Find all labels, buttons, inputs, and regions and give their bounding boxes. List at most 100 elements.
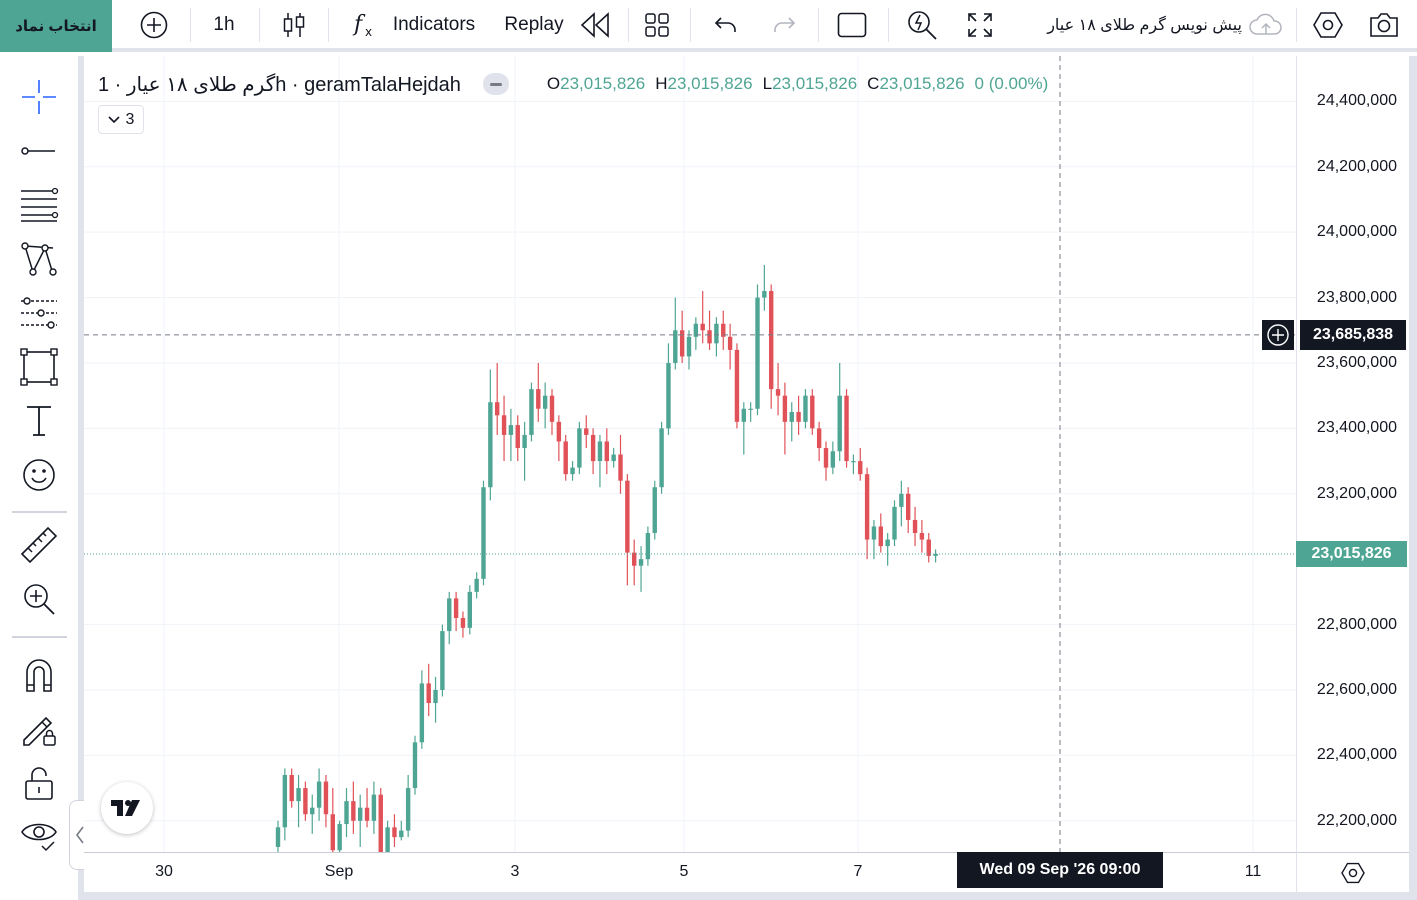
candle-up [755,297,760,409]
candle-up [577,428,582,468]
candle-down [590,434,596,462]
candle-down [775,389,781,396]
candle-up [933,554,938,556]
candle-down [330,814,335,851]
chevron-left-icon [76,826,84,844]
bottom-border [84,892,1409,900]
candles-icon[interactable] [274,0,314,50]
candle-down [536,389,541,409]
candle-down [495,402,500,416]
layout-grid-icon[interactable] [640,0,674,50]
crosshair-icon[interactable] [14,74,64,120]
legend-symbol-title[interactable]: گرم طلای ۱۸ عیار · 1h · geramTalaHejdah [98,73,461,96]
candle-down [563,441,568,475]
price-tick-label: 24,400,000 [1316,92,1397,110]
interval-button[interactable]: 1h [213,14,235,35]
candle-up [693,323,699,337]
high-label: H [655,74,668,93]
fib-lines-icon[interactable] [14,182,64,228]
candle-down [378,794,383,852]
indicators-count-toggle[interactable]: 3 [98,105,144,134]
candle-down [912,519,918,534]
candle-down [515,425,520,448]
indicators-button[interactable]: Indicators [392,14,476,35]
legend-collapse-button[interactable] [482,73,509,95]
candle-up [344,801,349,825]
rectangle-shape-icon[interactable] [14,344,64,390]
candle-up [385,827,390,852]
candle-up [666,362,671,429]
page-title[interactable]: پیش نویس گرم طلای ۱۸ عیار [1022,0,1242,50]
price-tick-label: 22,200,000 [1316,811,1397,829]
pattern-icon[interactable] [14,236,64,282]
candle-up [741,408,746,422]
rectangle-icon[interactable] [834,0,870,50]
candle-down [625,480,630,553]
zoom-in-icon[interactable] [14,576,64,622]
replay-button[interactable]: Replay [504,14,564,35]
candle-down [351,801,356,821]
price-tick-label: 23,400,000 [1316,419,1397,437]
candle-down [919,533,925,540]
candle-up [474,578,479,592]
candle-down [864,474,870,540]
current-price-label: 23,015,826 [1296,541,1407,567]
candle-up [803,395,808,422]
pencil-lock-icon[interactable] [14,706,64,752]
open-label: O [546,74,561,93]
candle-up [405,788,411,831]
right-border [1409,56,1417,900]
add-alert-button[interactable] [1262,319,1294,350]
candle-down [878,526,883,547]
candle-up [447,598,452,632]
quick-search-icon[interactable] [902,0,942,50]
time-tick-label: 11 [1244,863,1262,880]
candlestick-chart[interactable] [84,56,1296,852]
candle-up [659,428,664,488]
candle-up [337,824,342,851]
emoji-icon[interactable] [14,452,64,498]
prediction-icon[interactable] [14,290,64,336]
chart-legend: گرم طلای ۱۸ عیار · 1h · geramTalaHejdah … [98,70,1048,98]
candle-up [570,467,575,475]
crosshair-time-label: Wed 09 Sep '26 09:00 [957,852,1163,888]
candle-up [837,395,842,452]
candle-down [453,598,459,619]
time-tick-label: 30 [155,863,173,880]
candle-up [597,441,603,462]
ruler-icon[interactable] [14,522,64,568]
candle-up [433,689,438,704]
replay-icon[interactable] [574,0,616,50]
tradingview-logo[interactable] [101,782,153,834]
candle-up [611,454,616,462]
text-icon[interactable] [14,398,64,444]
chart-settings-button[interactable] [1296,852,1409,892]
magnet-icon[interactable] [14,652,64,698]
unlock-icon[interactable] [14,760,64,806]
price-tick-label: 22,800,000 [1316,615,1397,633]
undo-icon[interactable] [708,0,744,50]
plus-circle-icon [1267,324,1289,346]
candle-up [686,336,692,357]
candle-up [652,487,657,534]
candle-up [851,461,856,463]
fullscreen-icon[interactable] [960,0,1000,50]
candle-down [926,539,931,556]
plus-circle-icon[interactable] [134,0,174,50]
price-tick-label: 24,000,000 [1316,223,1397,241]
candle-up [316,781,322,808]
eye-icon[interactable] [14,812,64,858]
candle-up [275,827,281,847]
candle-up [358,807,363,821]
settings-icon[interactable] [1308,0,1348,50]
candle-up [412,742,418,789]
camera-icon[interactable] [1364,0,1404,50]
candle-up [467,591,472,628]
trend-line-icon[interactable] [14,128,64,174]
cloud-upload-icon[interactable] [1246,0,1286,50]
price-axis[interactable]: 24,400,000 24,200,000 24,000,000 23,800,000… [1296,56,1409,852]
chart-pane[interactable] [84,56,1296,852]
candle-down [460,618,466,628]
symbol-select-button[interactable]: انتخاب نماد [0,0,112,52]
